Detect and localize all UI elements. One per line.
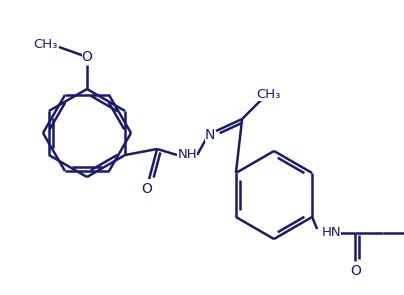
Text: O: O (351, 264, 362, 278)
Text: O: O (82, 50, 93, 64)
Text: N: N (205, 128, 215, 142)
Text: NH: NH (177, 148, 197, 161)
Text: O: O (142, 182, 153, 196)
Text: HN: HN (321, 227, 341, 240)
Text: CH₃: CH₃ (256, 88, 280, 101)
Text: CH₃: CH₃ (33, 39, 57, 52)
